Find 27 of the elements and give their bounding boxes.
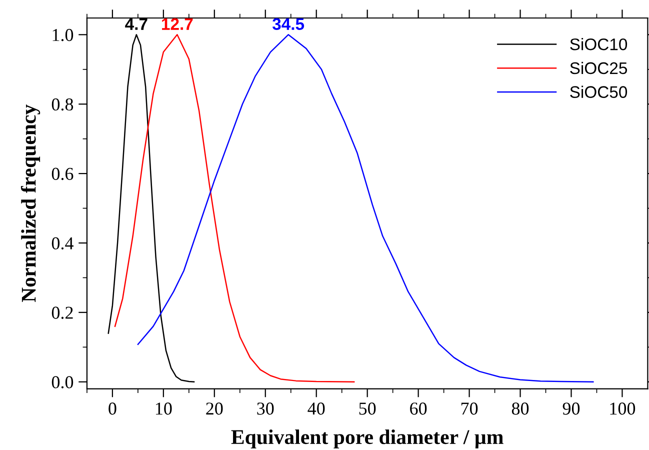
y-tick-label: 0.4 [52, 237, 74, 250]
y-axis-title: Normalized frequency [20, 104, 40, 302]
y-tick-label: 1.0 [52, 28, 74, 42]
x-tick-label: 100 [610, 402, 636, 415]
y-tick-label: 0.2 [52, 306, 73, 319]
x-tick-label: 0 [108, 402, 116, 415]
x-tick-label: 40 [308, 402, 325, 415]
legend-label: SiOC25 [570, 62, 628, 74]
y-tick-label: 0.8 [52, 98, 74, 111]
x-tick-label: 80 [512, 402, 529, 415]
annotation: 12.7 [162, 18, 193, 30]
legend-label: SiOC50 [570, 86, 628, 98]
x-tick-label: 10 [156, 402, 172, 415]
x-axis-title: Equivalent pore diameter / µm [231, 429, 504, 448]
y-tick-label: 0.6 [52, 168, 74, 180]
x-tick-label: 90 [562, 402, 580, 415]
x-tick-label: 20 [206, 402, 223, 415]
y-tick-label: 0.0 [52, 376, 74, 388]
annotation: 4.7 [125, 18, 148, 30]
line-series [114, 34, 355, 382]
x-tick-label: 30 [257, 402, 274, 415]
annotation: 34.5 [272, 18, 304, 30]
x-tick-label: 60 [410, 402, 427, 415]
x-tick-label: 50 [359, 402, 376, 415]
x-tick-label: 70 [461, 402, 478, 415]
legend-label: SiOC10 [570, 38, 628, 50]
line-series [108, 34, 195, 382]
